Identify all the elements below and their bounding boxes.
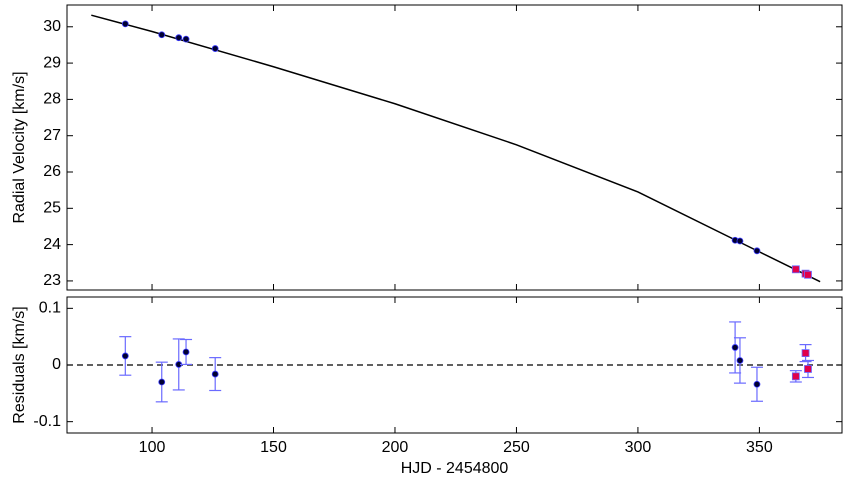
y-tick-label: 25 [43, 200, 61, 217]
x-tick-label: 200 [382, 439, 409, 456]
y-tick-label: 0.1 [39, 300, 61, 317]
y-tick-label: 29 [43, 54, 61, 71]
point [121, 352, 129, 360]
point [736, 357, 744, 364]
y-tick-label: 24 [43, 236, 61, 253]
x-tick-label: 300 [625, 439, 652, 456]
y-tick-label: 28 [43, 91, 61, 108]
plot-area [66, 4, 843, 291]
point [211, 370, 219, 378]
y-axis-label: Radial Velocity [km/s] [11, 71, 28, 223]
point [182, 35, 190, 43]
point [791, 265, 800, 274]
y-tick-label: 0 [52, 356, 61, 373]
y-tick-label: 27 [43, 127, 61, 144]
point [736, 237, 744, 245]
point [804, 365, 812, 373]
x-tick-label: 250 [503, 439, 530, 456]
y-tick-label: 26 [43, 163, 61, 180]
x-tick-label: 150 [260, 439, 287, 456]
y-axis-label: Residuals [km/s] [11, 306, 28, 423]
point [731, 344, 739, 351]
y-tick-label: 30 [43, 18, 61, 35]
point [121, 20, 129, 28]
x-tick-label: 100 [139, 439, 166, 456]
point [753, 247, 761, 255]
point [801, 349, 810, 358]
point [182, 348, 190, 356]
y-tick-label: 23 [43, 272, 61, 289]
point [158, 378, 166, 386]
x-tick-label: 350 [746, 439, 773, 456]
point [158, 31, 166, 39]
point [804, 270, 812, 279]
point [791, 372, 800, 381]
x-axis-label: HJD - 2454800 [401, 460, 509, 477]
point [211, 45, 219, 52]
point [175, 34, 183, 42]
point [753, 380, 761, 388]
y-tick-label: -0.1 [33, 413, 61, 430]
